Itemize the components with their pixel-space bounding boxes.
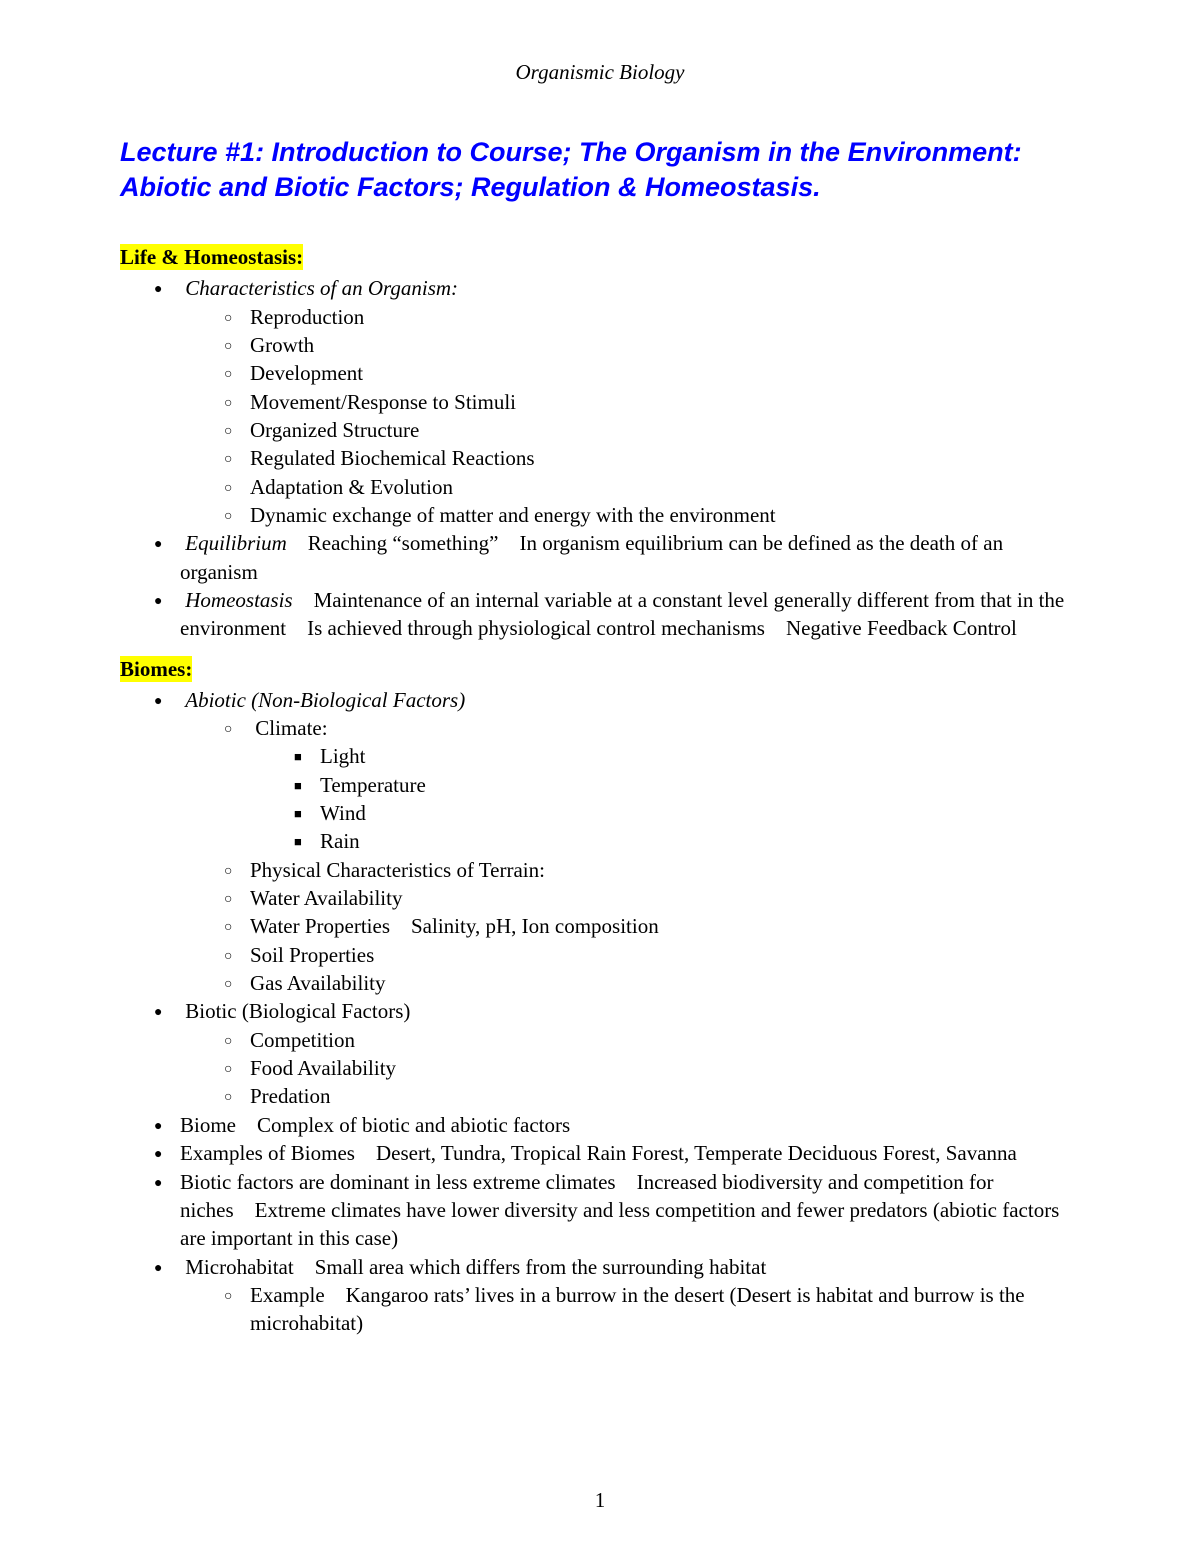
page: Organismic Biology Lecture #1: Introduct… [0,0,1200,1553]
list-item: Microhabitat Small area which differs fr… [180,1253,1080,1338]
list-item: Development [250,359,1080,387]
list-item: Movement/Response to Stimuli [250,388,1080,416]
list-level1: Abiotic (Non-Biological Factors) Climate… [120,686,1080,1338]
list-item: Characteristics of an Organism: Reproduc… [180,274,1080,529]
item-rest: Maintenance of an internal variable at a… [180,588,1064,640]
course-header: Organismic Biology [120,60,1080,85]
list-item: Biome Complex of biotic and abiotic fact… [180,1111,1080,1139]
list-level3: Light Temperature Wind Rain [250,742,1080,855]
item-label: Microhabitat Small area which differs fr… [185,1255,766,1279]
list-item: Water Availability [250,884,1080,912]
list-item: Growth [250,331,1080,359]
list-item: Organized Structure [250,416,1080,444]
list-item: Physical Characteristics of Terrain: [250,856,1080,884]
item-rest: Reaching “something” In organism equilib… [180,531,1003,583]
list-item: Temperature [320,771,1080,799]
list-item: Rain [320,827,1080,855]
list-level2: Climate: Light Temperature Wind Rain Phy… [180,714,1080,997]
list-item: Example Kangaroo rats’ lives in a burrow… [250,1281,1080,1338]
list-item: Dynamic exchange of matter and energy wi… [250,501,1080,529]
list-item: Abiotic (Non-Biological Factors) Climate… [180,686,1080,998]
list-item: Soil Properties [250,941,1080,969]
list-item: Homeostasis Maintenance of an internal v… [180,586,1080,643]
section-life-homeostasis: Life & Homeostasis: Characteristics of a… [120,245,1080,642]
page-number: 1 [0,1488,1200,1513]
list-item: Gas Availability [250,969,1080,997]
list-item: Adaptation & Evolution [250,473,1080,501]
lecture-title: Lecture #1: Introduction to Course; The … [120,135,1080,205]
list-item: Biotic factors are dominant in less extr… [180,1168,1080,1253]
list-item: Biotic (Biological Factors) Competition … [180,997,1080,1110]
item-label: Biotic (Biological Factors) [185,999,410,1023]
list-level2: Competition Food Availability Predation [180,1026,1080,1111]
list-item: Predation [250,1082,1080,1110]
item-label: Abiotic (Non-Biological Factors) [185,688,465,712]
list-item: Regulated Biochemical Reactions [250,444,1080,472]
section-heading: Life & Homeostasis: [120,244,303,270]
section-heading: Biomes: [120,656,192,682]
list-item: Water Properties Salinity, pH, Ion compo… [250,912,1080,940]
list-item: Examples of Biomes Desert, Tundra, Tropi… [180,1139,1080,1167]
list-level2: Reproduction Growth Development Movement… [180,303,1080,530]
item-label: Climate: [255,716,327,740]
list-item: Food Availability [250,1054,1080,1082]
list-level1: Characteristics of an Organism: Reproduc… [120,274,1080,642]
list-level2: Example Kangaroo rats’ lives in a burrow… [180,1281,1080,1338]
list-item: Light [320,742,1080,770]
item-lead: Equilibrium [185,531,287,555]
list-item: Competition [250,1026,1080,1054]
list-item: Wind [320,799,1080,827]
list-item: Equilibrium Reaching “something” In orga… [180,529,1080,586]
list-item: Reproduction [250,303,1080,331]
item-label: Characteristics of an Organism: [185,276,458,300]
item-lead: Homeostasis [185,588,292,612]
list-item: Climate: Light Temperature Wind Rain [250,714,1080,856]
section-biomes: Biomes: Abiotic (Non-Biological Factors)… [120,657,1080,1338]
